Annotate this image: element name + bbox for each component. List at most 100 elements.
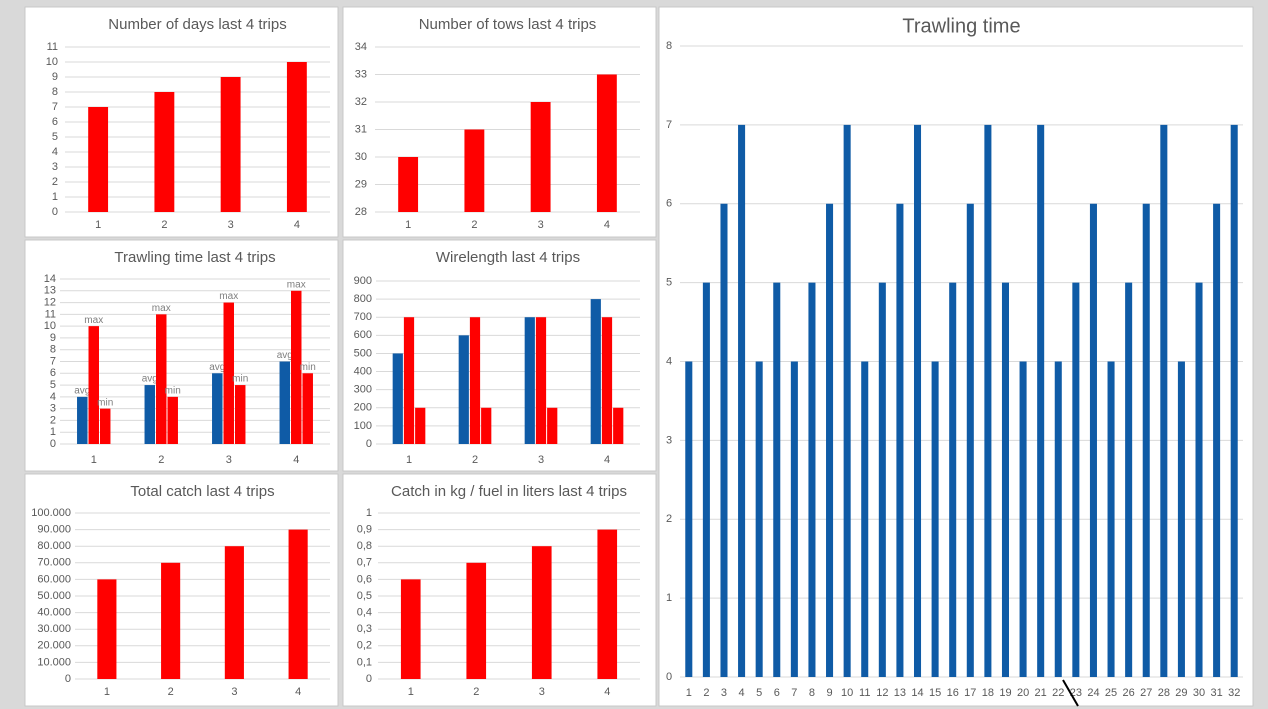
y-tick-label: 14 [44,273,56,285]
y-tick-label: 3 [52,161,58,173]
chart-title: Trawling time [902,15,1020,37]
bar [466,562,487,679]
y-tick-label: 1 [50,426,56,438]
y-tick-label: 7 [50,355,56,367]
x-tick-label: 2 [473,686,479,698]
bar [931,361,939,677]
series-label: min [232,374,248,385]
y-tick-label: 0 [366,673,372,685]
y-tick-label: 3 [50,403,56,415]
x-tick-label: 9 [826,687,832,699]
x-tick-label: 18 [982,687,994,699]
bar [77,396,88,444]
x-tick-label: 2 [158,454,164,466]
x-tick-label: 13 [894,687,906,699]
y-tick-label: 9 [50,332,56,344]
stray-stroke [1062,679,1079,707]
bar [234,385,246,444]
x-tick-label: 4 [293,454,299,466]
bar [88,107,109,212]
chart-panel: Total catch last 4 trips 0 10.000 20.000 30.… [24,473,339,707]
chart-title: Number of days last 4 trips [108,16,286,33]
y-tick-label: 80.000 [37,540,71,552]
y-tick-label: 0,6 [357,573,372,585]
y-tick-label: 0 [366,438,372,450]
bar [966,203,974,677]
bar [1107,361,1115,677]
bar [1125,282,1133,677]
y-tick-label: 0,4 [357,607,372,619]
x-tick-label: 1 [91,454,97,466]
bar [596,74,617,212]
x-tick-label: 24 [1087,687,1099,699]
x-tick-label: 4 [604,219,610,231]
bar [144,385,156,444]
bar [288,529,308,679]
x-tick-label: 2 [168,686,174,698]
x-tick-label: 4 [295,686,301,698]
y-tick-label: 60.000 [37,573,71,585]
x-tick-label: 2 [703,687,709,699]
y-tick-label: 5 [666,277,672,289]
bar [1195,282,1203,677]
bar [790,361,798,677]
bar [392,353,403,444]
x-tick-label: 17 [964,687,976,699]
y-tick-label: 300 [354,384,372,396]
y-tick-label: 30 [355,151,367,163]
bar [220,77,241,212]
y-tick-label: 30.000 [37,623,71,635]
chart-panel: Trawling time last 4 trips01234567891011… [24,239,339,472]
bar [878,282,886,677]
bar [223,302,234,444]
y-tick-label: 90.000 [37,524,71,536]
series-label: max [152,303,171,314]
x-tick-label: 1 [405,219,411,231]
bar [524,317,535,444]
y-tick-label: 11 [47,41,58,53]
y-tick-label: 0,5 [357,590,372,602]
y-tick-label: 32 [355,96,367,108]
y-tick-label: 11 [45,308,56,320]
x-tick-label: 2 [161,219,167,231]
x-tick-label: 3 [231,686,237,698]
y-tick-label: 3 [666,434,672,446]
y-tick-label: 7 [666,119,672,131]
y-tick-label: 7 [52,101,58,113]
x-tick-label: 26 [1123,687,1135,699]
bar [458,335,469,444]
x-tick-label: 4 [739,687,745,699]
y-tick-label: 6 [666,198,672,210]
bar [154,92,175,212]
bar [984,124,992,677]
x-tick-label: 19 [999,687,1011,699]
x-tick-label: 6 [774,687,780,699]
bar [286,62,307,212]
bar [224,546,244,679]
bar [1230,124,1238,677]
x-tick-label: 1 [104,686,110,698]
y-tick-label: 100.000 [31,507,71,519]
bar [547,407,558,444]
y-tick-label: 6 [50,367,56,379]
y-tick-label: 600 [354,329,372,341]
chart-title: Number of tows last 4 trips [419,16,597,33]
y-tick-label: 28 [355,206,367,218]
series-label: max [287,279,306,290]
bar [535,317,547,444]
bar [1160,124,1168,677]
x-tick-label: 4 [604,454,610,466]
chart-panel: Wirelength last 4 trips 0 100 200 300 400 500 6… [342,239,657,472]
x-tick-label: 3 [228,219,234,231]
x-tick-label: 32 [1228,687,1240,699]
x-tick-label: 4 [604,686,610,698]
bar [590,299,601,444]
bar [613,407,624,444]
bar [279,361,291,444]
y-tick-label: 50.000 [37,590,71,602]
bar [913,124,922,677]
x-tick-label: 12 [876,687,888,699]
x-tick-label: 22 [1052,687,1064,699]
bar [530,102,551,212]
